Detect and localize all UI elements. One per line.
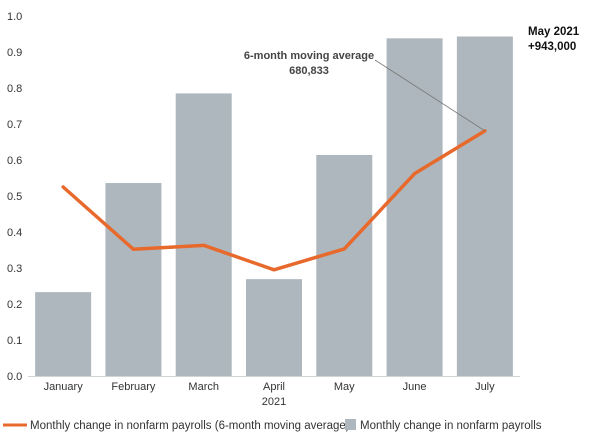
bar-may <box>316 154 373 376</box>
y-tick-label: 0.5 <box>7 191 22 203</box>
legend-bar-label: Monthly change in nonfarm payrolls <box>360 420 542 432</box>
y-tick-label: 0.7 <box>7 119 22 131</box>
x-year-label: 2021 <box>262 396 286 408</box>
bar-july <box>456 36 513 377</box>
x-tick-label: March <box>188 381 219 393</box>
x-tick-label: January <box>44 381 84 393</box>
annotation-moving-average-title: 6-month moving average <box>244 50 374 62</box>
headline-value: +943,000 <box>528 41 576 53</box>
y-tick-label: 0.3 <box>7 263 22 275</box>
y-axis: 0.0 0.1 0.2 0.3 0.4 0.5 0.6 0.7 0.8 0.9 1.0 <box>7 11 22 383</box>
annotation-leader-line <box>374 59 486 132</box>
y-tick-label: 1.0 <box>7 11 22 23</box>
y-tick-label: 0.6 <box>7 155 22 167</box>
y-tick-label: 0.0 <box>7 371 22 383</box>
bar-april <box>246 279 302 376</box>
legend-bar-swatch <box>345 419 356 430</box>
bar-february <box>105 183 162 376</box>
y-tick-label: 0.9 <box>7 47 22 59</box>
bar-series <box>35 36 513 377</box>
annotation-moving-average-value: 680,833 <box>289 65 329 77</box>
x-tick-label: June <box>403 381 427 393</box>
headline-period: May 2021 <box>528 26 580 38</box>
x-tick-label: May <box>334 381 355 393</box>
x-axis: January February March April May June July 2021 <box>44 381 496 408</box>
y-tick-label: 0.8 <box>7 83 22 95</box>
y-tick-label: 0.4 <box>7 227 22 239</box>
x-tick-label: April <box>263 381 285 393</box>
bar-january <box>35 292 92 376</box>
bar-june <box>386 38 443 376</box>
y-tick-label: 0.2 <box>7 299 22 311</box>
x-tick-label: February <box>111 381 156 393</box>
legend-line-label: Monthly change in nonfarm payrolls (6-mo… <box>30 420 350 432</box>
legend: Monthly change in nonfarm payrolls (6-mo… <box>3 419 542 432</box>
x-tick-label: July <box>475 381 495 393</box>
y-tick-label: 0.1 <box>7 335 22 347</box>
bar-march <box>175 93 232 377</box>
